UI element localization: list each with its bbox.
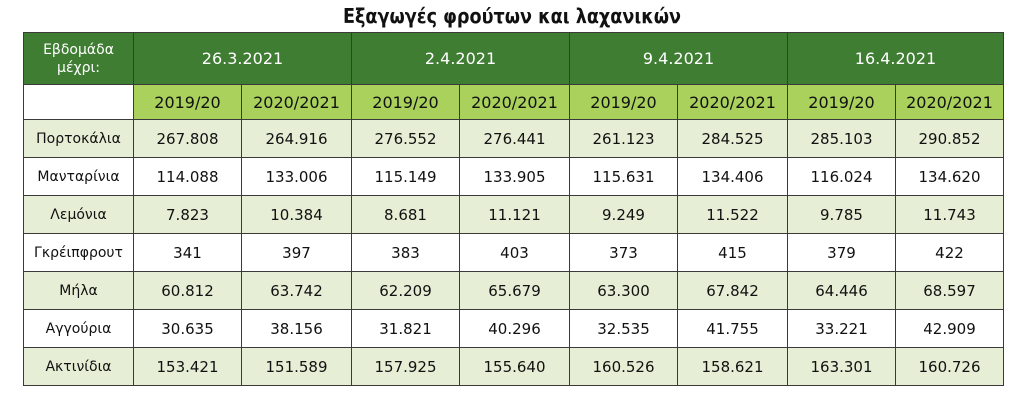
table-cell: 40.296 xyxy=(459,309,570,348)
table-cell: 42.909 xyxy=(895,309,1004,348)
table-cell: 68.597 xyxy=(895,271,1004,310)
row-label: Γκρέιπφρουτ xyxy=(23,233,134,272)
table-row: Πορτοκάλια 267.808 264.916 276.552 276.441 26… xyxy=(23,119,1004,158)
table-cell: 163.301 xyxy=(787,347,896,386)
table-cell: 285.103 xyxy=(787,119,896,158)
row-label: Λεμόνια xyxy=(23,195,134,234)
row-label: Πορτοκάλια xyxy=(23,119,134,158)
table-cell: 157.925 xyxy=(351,347,460,386)
table-cell: 67.842 xyxy=(677,271,788,310)
table-cell: 8.681 xyxy=(351,195,460,234)
corner-line-2: μέχρι: xyxy=(57,59,100,76)
table-cell: 290.852 xyxy=(895,119,1004,158)
table-cell: 284.525 xyxy=(677,119,788,158)
table-cell: 41.755 xyxy=(677,309,788,348)
table-cell: 60.812 xyxy=(133,271,242,310)
table-cell: 62.209 xyxy=(351,271,460,310)
table-cell: 33.221 xyxy=(787,309,896,348)
table-cell: 10.384 xyxy=(241,195,352,234)
table-cell: 415 xyxy=(677,233,788,272)
season-header: 2019/20 xyxy=(133,84,242,120)
table-cell: 160.526 xyxy=(569,347,678,386)
header-row-seasons: 2019/20 2020/2021 2019/20 2020/2021 2019… xyxy=(23,84,1004,120)
table-cell: 276.552 xyxy=(351,119,460,158)
season-header: 2020/2021 xyxy=(677,84,788,120)
table-cell: 379 xyxy=(787,233,896,272)
table-cell: 31.821 xyxy=(351,309,460,348)
table-cell: 116.024 xyxy=(787,157,896,196)
table-cell: 422 xyxy=(895,233,1004,272)
table-cell: 115.149 xyxy=(351,157,460,196)
table-cell: 11.121 xyxy=(459,195,570,234)
table-cell: 341 xyxy=(133,233,242,272)
table-cell: 134.406 xyxy=(677,157,788,196)
corner-line-1: Εβδομάδα xyxy=(43,41,114,58)
header-row-weeks: Εβδομάδα μέχρι: 26.3.2021 2.4.2021 9.4.2… xyxy=(23,32,1004,85)
season-header: 2019/20 xyxy=(351,84,460,120)
table-row: Αγγούρια 30.635 38.156 31.821 40.296 32.535 41… xyxy=(23,309,1004,348)
table-cell: 158.621 xyxy=(677,347,788,386)
blank-header-cell xyxy=(23,84,134,120)
table-cell: 373 xyxy=(569,233,678,272)
season-header: 2019/20 xyxy=(569,84,678,120)
table-cell: 7.823 xyxy=(133,195,242,234)
table-cell: 9.249 xyxy=(569,195,678,234)
week-header: 16.4.2021 xyxy=(787,32,1004,85)
table-row: Μήλα 60.812 63.742 62.209 65.679 63.300 67.842… xyxy=(23,271,1004,310)
week-header: 26.3.2021 xyxy=(133,32,352,85)
table-title: Εξαγωγές φρούτων και λαχανικών xyxy=(342,4,682,28)
table-cell: 151.589 xyxy=(241,347,352,386)
table-cell: 264.916 xyxy=(241,119,352,158)
table-cell: 64.446 xyxy=(787,271,896,310)
season-header: 2019/20 xyxy=(787,84,896,120)
table-cell: 63.742 xyxy=(241,271,352,310)
table-cell: 267.808 xyxy=(133,119,242,158)
row-label: Μανταρίνια xyxy=(23,157,134,196)
week-header: 2.4.2021 xyxy=(351,32,570,85)
row-label: Αγγούρια xyxy=(23,309,134,348)
table-row: Ακτινίδια 153.421 151.589 157.925 155.640 160… xyxy=(23,347,1004,386)
table-cell: 11.743 xyxy=(895,195,1004,234)
table-cell: 160.726 xyxy=(895,347,1004,386)
table-cell: 133.905 xyxy=(459,157,570,196)
exports-table: Εβδομάδα μέχρι: 26.3.2021 2.4.2021 9.4.2… xyxy=(23,32,1004,386)
table-cell: 276.441 xyxy=(459,119,570,158)
table-cell: 9.785 xyxy=(787,195,896,234)
table-cell: 383 xyxy=(351,233,460,272)
row-label: Ακτινίδια xyxy=(23,347,134,386)
table-cell: 65.679 xyxy=(459,271,570,310)
table-cell: 397 xyxy=(241,233,352,272)
table-cell: 115.631 xyxy=(569,157,678,196)
table-cell: 30.635 xyxy=(133,309,242,348)
table-cell: 155.640 xyxy=(459,347,570,386)
table-cell: 63.300 xyxy=(569,271,678,310)
table-cell: 11.522 xyxy=(677,195,788,234)
table-row: Μανταρίνια 114.088 133.006 115.149 133.905 11… xyxy=(23,157,1004,196)
season-header: 2020/2021 xyxy=(241,84,352,120)
week-header: 9.4.2021 xyxy=(569,32,788,85)
season-header: 2020/2021 xyxy=(459,84,570,120)
table-cell: 153.421 xyxy=(133,347,242,386)
table-cell: 114.088 xyxy=(133,157,242,196)
row-label: Μήλα xyxy=(23,271,134,310)
table-cell: 134.620 xyxy=(895,157,1004,196)
table-cell: 38.156 xyxy=(241,309,352,348)
corner-header: Εβδομάδα μέχρι: xyxy=(23,32,134,85)
table-cell: 403 xyxy=(459,233,570,272)
table-row: Γκρέιπφρουτ 341 397 383 403 373 415 379 422 xyxy=(23,233,1004,272)
table-cell: 32.535 xyxy=(569,309,678,348)
table-row: Λεμόνια 7.823 10.384 8.681 11.121 9.249 11.522… xyxy=(23,195,1004,234)
season-header: 2020/2021 xyxy=(895,84,1004,120)
table-cell: 261.123 xyxy=(569,119,678,158)
table-cell: 133.006 xyxy=(241,157,352,196)
